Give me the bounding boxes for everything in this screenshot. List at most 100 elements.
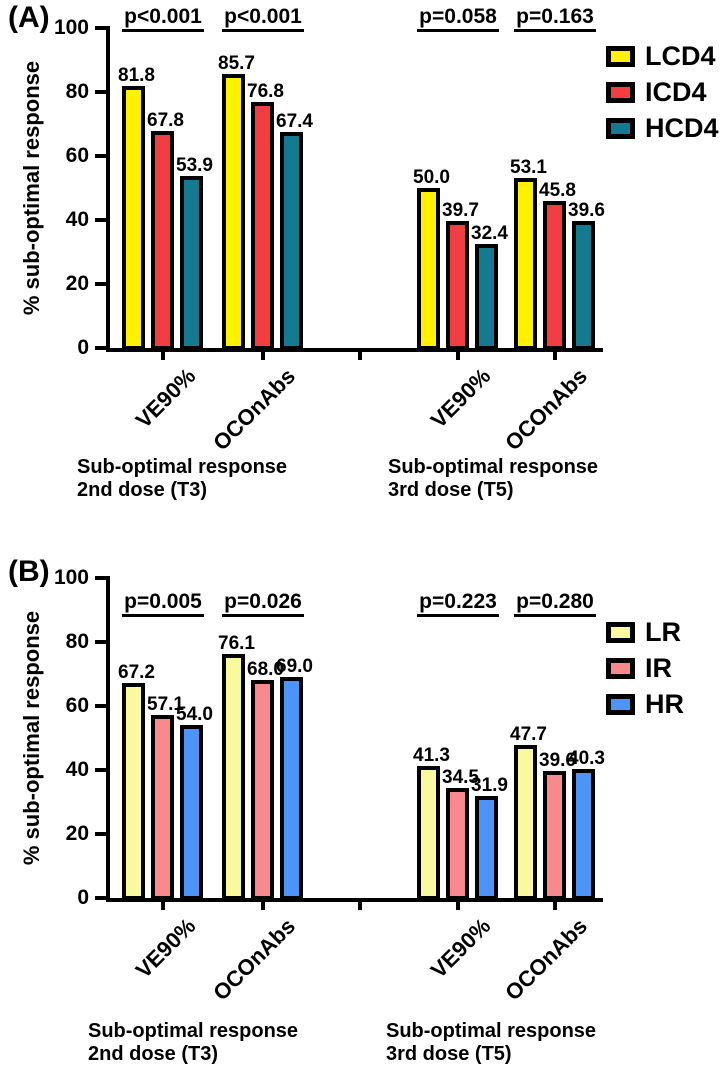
bar-hcd4 bbox=[572, 221, 595, 350]
p-value-label: p=0.163 bbox=[485, 6, 625, 32]
y-tick-label: 20 bbox=[65, 272, 89, 295]
bar-value-label: 47.7 bbox=[510, 724, 547, 746]
bar-value-label: 39.6 bbox=[568, 200, 605, 222]
bar-value-label: 50.0 bbox=[413, 167, 450, 188]
y-tick-mark bbox=[95, 26, 106, 30]
bar-lr bbox=[417, 765, 440, 900]
p-value-label: p=0.223 bbox=[388, 591, 528, 617]
bar-value-label: 31.9 bbox=[471, 774, 508, 796]
p-value-label: p=0.058 bbox=[388, 6, 528, 32]
bar-hr bbox=[280, 677, 303, 900]
y-tick-label: 60 bbox=[65, 694, 89, 717]
legend-swatch-lr bbox=[606, 622, 635, 643]
section-label-line1: Sub-optimal response bbox=[88, 1020, 299, 1042]
x-tick-mark bbox=[456, 902, 460, 910]
p-value-text: p=0.223 bbox=[417, 591, 499, 617]
bar-lr bbox=[514, 745, 537, 900]
bar-value-label: 67.8 bbox=[147, 110, 184, 132]
panel-b-label: (B) bbox=[8, 555, 50, 588]
y-axis-line bbox=[106, 26, 110, 352]
y-tick-mark bbox=[95, 154, 106, 158]
p-value-label: p=0.026 bbox=[193, 591, 333, 617]
bar-hcd4 bbox=[180, 175, 203, 350]
section-label-b-3rd-dose: Sub-optimal response 3rd dose (T5) bbox=[386, 1020, 596, 1066]
p-value-text: p=0.280 bbox=[514, 591, 596, 617]
x-tick-mark bbox=[553, 352, 557, 360]
p-value-label: p<0.001 bbox=[93, 6, 233, 32]
y-tick-mark bbox=[95, 218, 106, 222]
y-tick-mark bbox=[95, 832, 106, 836]
legend-label-ir: IR bbox=[645, 653, 672, 683]
x-tick-label: OCOnAbs bbox=[499, 913, 592, 1006]
bar-hcd4 bbox=[475, 244, 498, 350]
section-label-line1: Sub-optimal response bbox=[386, 1020, 597, 1042]
bar-icd4 bbox=[151, 131, 174, 350]
bar-value-label: 53.1 bbox=[510, 157, 547, 179]
y-axis-line bbox=[106, 576, 110, 902]
bar-value-label: 39.7 bbox=[442, 199, 479, 221]
legend-label-hcd4: HCD4 bbox=[645, 113, 719, 143]
bar-hr bbox=[475, 795, 498, 900]
p-value-text: p=0.005 bbox=[122, 591, 204, 617]
p-value-text: p=0.058 bbox=[417, 6, 499, 32]
bar-lr bbox=[122, 682, 145, 900]
y-tick-label: 20 bbox=[65, 822, 89, 845]
x-axis-line bbox=[106, 898, 603, 902]
p-value-label: p<0.001 bbox=[193, 6, 333, 32]
y-tick-mark bbox=[95, 576, 106, 580]
bar-value-label: 81.8 bbox=[118, 65, 155, 87]
p-value-text: p=0.163 bbox=[514, 6, 596, 32]
bar-value-label: 40.3 bbox=[568, 748, 605, 770]
x-tick-label: VE90% bbox=[425, 913, 495, 983]
y-tick-label: 60 bbox=[65, 144, 89, 167]
bar-ir bbox=[446, 787, 469, 900]
p-value-text: p<0.001 bbox=[122, 6, 204, 32]
y-tick-label: 0 bbox=[77, 336, 89, 359]
legend-label-lcd4: LCD4 bbox=[645, 41, 716, 71]
x-tick-mark bbox=[161, 352, 165, 360]
bar-value-label: 67.4 bbox=[276, 111, 313, 133]
bar-hr bbox=[572, 769, 595, 900]
bar-value-label: 76.8 bbox=[247, 81, 284, 103]
y-tick-label: 100 bbox=[53, 16, 89, 39]
y-tick-label: 0 bbox=[77, 886, 89, 909]
bar-value-label: 53.9 bbox=[176, 154, 213, 176]
y-tick-mark bbox=[95, 346, 106, 350]
legend-swatch-icd4 bbox=[606, 82, 635, 103]
bar-ir bbox=[251, 680, 274, 900]
x-axis-line bbox=[106, 348, 603, 352]
bar-hr bbox=[180, 725, 203, 900]
bar-hcd4 bbox=[280, 132, 303, 350]
bar-value-label: 54.0 bbox=[176, 704, 213, 726]
bar-value-label: 45.8 bbox=[539, 180, 576, 202]
x-tick-mark bbox=[456, 352, 460, 360]
x-tick-mark bbox=[161, 902, 165, 910]
bar-icd4 bbox=[251, 102, 274, 350]
bar-lcd4 bbox=[222, 73, 245, 350]
legend-swatch-hcd4 bbox=[606, 118, 635, 139]
section-label-line1: Sub-optimal response bbox=[388, 456, 599, 478]
bar-value-label: 76.1 bbox=[218, 633, 255, 655]
bar-ir bbox=[151, 715, 174, 900]
bar-value-label: 69.0 bbox=[276, 656, 313, 678]
x-tick-mark bbox=[358, 352, 362, 360]
x-tick-mark bbox=[358, 902, 362, 910]
p-value-label: p=0.005 bbox=[93, 591, 233, 617]
bar-value-label: 32.4 bbox=[471, 223, 508, 245]
x-tick-mark bbox=[553, 902, 557, 910]
section-label-a-3rd-dose: Sub-optimal response 3rd dose (T5) bbox=[388, 456, 598, 502]
p-value-text: p=0.026 bbox=[222, 591, 304, 617]
x-tick-label: OCOnAbs bbox=[207, 913, 300, 1006]
x-tick-label: VE90% bbox=[130, 913, 200, 983]
x-tick-mark bbox=[261, 352, 265, 360]
section-label-line2: 3rd dose (T5) bbox=[386, 1043, 512, 1065]
legend-swatch-lcd4 bbox=[606, 46, 635, 67]
section-label-a-2nd-dose: Sub-optimal response 2nd dose (T3) bbox=[77, 456, 287, 502]
y-tick-mark bbox=[95, 282, 106, 286]
bar-value-label: 67.2 bbox=[118, 661, 155, 683]
panel-a-label: (A) bbox=[8, 1, 50, 34]
y-tick-label: 40 bbox=[65, 208, 89, 231]
y-tick-mark bbox=[95, 768, 106, 772]
p-value-label: p=0.280 bbox=[485, 591, 625, 617]
